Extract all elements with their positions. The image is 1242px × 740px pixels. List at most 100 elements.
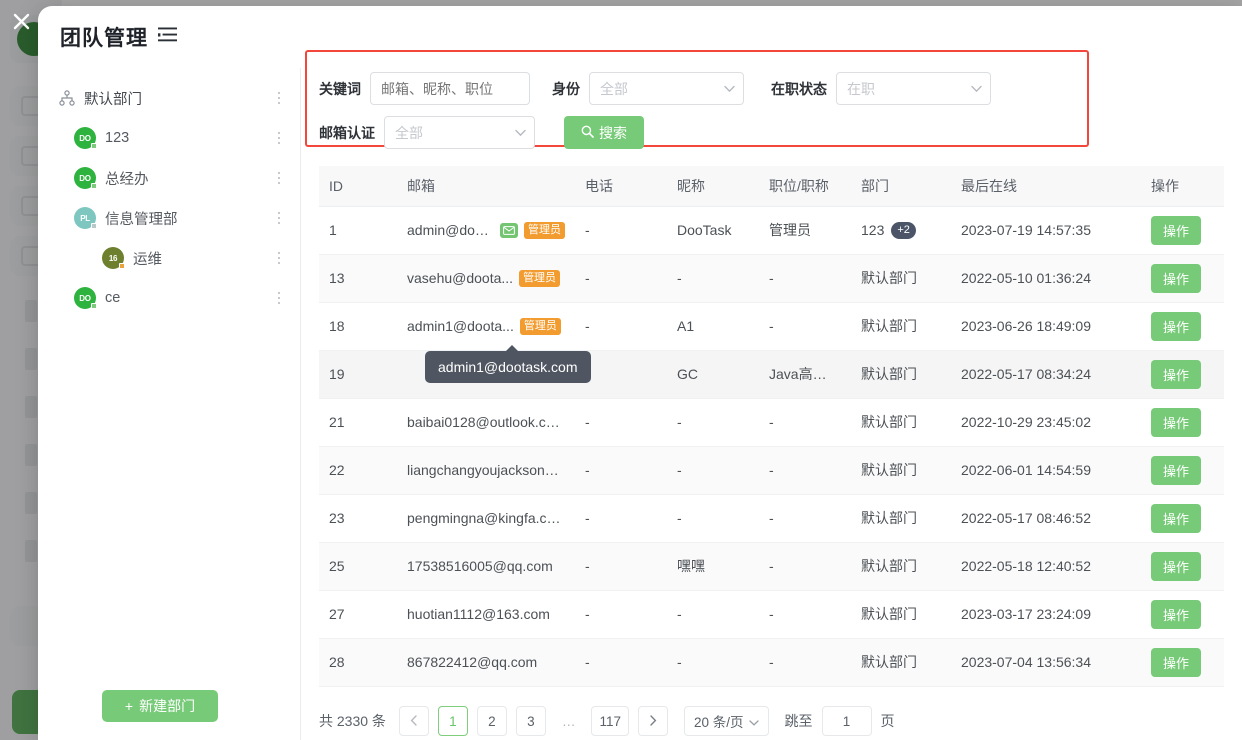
prev-page-button[interactable]: [398, 706, 429, 736]
close-icon[interactable]: [8, 8, 34, 34]
email-text: huotian1112@163.com: [407, 606, 550, 622]
row-action-button[interactable]: 操作: [1151, 599, 1202, 629]
cell-nickname: -: [667, 446, 759, 495]
row-action-button[interactable]: 操作: [1151, 407, 1202, 437]
cell-dept: 123 +2: [851, 206, 951, 255]
email-text: 867822412@qq.com: [407, 654, 538, 670]
row-action-button[interactable]: 操作: [1151, 647, 1202, 677]
table-row[interactable]: 18 admin1@doota... 管理员 - A1- 默认部门 2023-06-26 1…: [319, 302, 1224, 351]
employment-status-label: 在职状态: [771, 80, 827, 97]
kebab-menu-icon[interactable]: [272, 249, 286, 267]
cell-last-online: 2022-05-17 08:46:52: [951, 494, 1141, 543]
row-action-button[interactable]: 操作: [1151, 455, 1202, 485]
cell-phone: -: [575, 542, 667, 591]
kebab-menu-icon[interactable]: [272, 289, 286, 307]
row-action-button[interactable]: 操作: [1151, 215, 1202, 245]
mail-auth-select[interactable]: 全部: [384, 116, 535, 149]
table-row[interactable]: 1 admin@doo... 管理员 - DooTask 管理员 123 +2 2023-07-…: [319, 206, 1224, 255]
avatar: 16: [102, 247, 125, 269]
chevron-left-icon: [410, 714, 418, 729]
sidebar-item-label: ce: [105, 290, 121, 306]
cell-actions: 操作: [1141, 302, 1224, 351]
cell-actions: 操作: [1141, 350, 1224, 399]
employment-status-value: 在职: [847, 80, 875, 97]
row-action-button[interactable]: 操作: [1151, 263, 1202, 293]
status-dot: [91, 223, 97, 229]
email-tooltip: admin1@dootask.com: [425, 345, 591, 383]
sidebar-item-label: 信息管理部: [105, 211, 178, 228]
table-row[interactable]: 21 baibai0128@outlook.c… - - - 默认部门 2022-10-29…: [319, 398, 1224, 447]
cell-actions: 操作: [1141, 590, 1224, 639]
avatar-initials: DO: [79, 133, 91, 143]
table-row[interactable]: 13 vasehu@doota... 管理员 - - - 默认部门 2022-05-10 01…: [319, 254, 1224, 303]
cell-email: 867822412@qq.com: [397, 638, 575, 687]
sidebar-item-dept[interactable]: DO 总经办: [38, 158, 300, 198]
email-text: admin@doo...: [407, 222, 494, 238]
cell-job: -: [759, 446, 851, 495]
mail-auth-filter: 邮箱认证 全部: [319, 116, 535, 149]
table-row[interactable]: 22 liangchangyoujackson… - - - 默认部门 2022-06-01…: [319, 446, 1224, 495]
keyword-label: 关键词: [319, 80, 361, 97]
cell-email: 17538516005@qq.com: [397, 542, 575, 591]
page-button[interactable]: 117: [591, 706, 629, 736]
next-page-button[interactable]: [637, 706, 668, 736]
search-input[interactable]: [370, 72, 530, 105]
status-dot: [91, 303, 97, 309]
page-size-value: 20 条/页: [693, 715, 744, 730]
cell-phone: -: [575, 638, 667, 687]
cell-last-online: 2023-07-19 14:57:35: [951, 206, 1141, 255]
dept-name: 默认部门: [861, 414, 917, 430]
sidebar-item-default-dept[interactable]: 默认部门: [38, 78, 300, 118]
email-text: vasehu@doota...: [407, 270, 514, 286]
chevron-down-icon: [971, 85, 982, 92]
page-title: 团队管理: [60, 22, 177, 52]
chevron-down-icon: [515, 129, 526, 136]
cell-last-online: 2023-03-17 23:24:09: [951, 590, 1141, 639]
sidebar-item-dept[interactable]: DO 123: [38, 118, 300, 158]
search-icon: [581, 125, 594, 141]
cell-id: 23: [319, 494, 397, 543]
email-tooltip-text: admin1@dootask.com: [438, 359, 578, 375]
page-button[interactable]: 1: [437, 706, 468, 736]
sidebar-item-dept[interactable]: PL 信息管理部: [38, 198, 300, 238]
cell-job: -: [759, 254, 851, 303]
kebab-menu-icon[interactable]: [272, 129, 286, 147]
row-action-button[interactable]: 操作: [1151, 311, 1202, 341]
cell-dept: 默认部门: [851, 638, 951, 687]
table-row[interactable]: 28 867822412@qq.com - - - 默认部门 2023-07-04 13:5…: [319, 638, 1224, 687]
sidebar-item-dept[interactable]: 16 运维: [38, 238, 300, 278]
identity-label: 身份: [552, 80, 580, 97]
sidebar-item-dept[interactable]: DO ce: [38, 278, 300, 318]
kebab-menu-icon[interactable]: [272, 209, 286, 227]
row-action-button[interactable]: 操作: [1151, 551, 1202, 581]
page-button[interactable]: 2: [476, 706, 507, 736]
add-department-button[interactable]: + 新建部门: [102, 690, 218, 722]
search-button[interactable]: 搜索: [564, 116, 644, 149]
row-action-button[interactable]: 操作: [1151, 503, 1202, 533]
table-row[interactable]: 27 huotian1112@163.com - - - 默认部门 2023-03-17 2…: [319, 590, 1224, 639]
kebab-menu-icon[interactable]: [272, 89, 286, 107]
employment-status-select[interactable]: 在职: [836, 72, 991, 105]
table-row[interactable]: 23 pengmingna@kingfa.c… - - - 默认部门 2022-05-17 …: [319, 494, 1224, 543]
table-row[interactable]: 25 17538516005@qq.com - 嘿嘿 - 默认部门 2022-05-18 1…: [319, 542, 1224, 591]
chevron-down-icon: [724, 85, 735, 92]
cell-id: 25: [319, 542, 397, 591]
avatar: DO: [74, 127, 97, 149]
cell-job: -: [759, 494, 851, 543]
status-badge: 管理员: [524, 221, 565, 239]
dept-name: 默认部门: [861, 558, 917, 574]
identity-select[interactable]: 全部: [589, 72, 744, 105]
page-size-select[interactable]: 20 条/页: [683, 706, 769, 736]
status-badge: 管理员: [519, 269, 561, 287]
page-button[interactable]: 3: [515, 706, 546, 736]
total-count-label: 共 2330 条: [319, 713, 386, 729]
add-department-label: 新建部门: [139, 698, 196, 714]
cell-last-online: 2023-07-04 13:56:34: [951, 638, 1141, 687]
row-action-button[interactable]: 操作: [1151, 359, 1202, 389]
cell-job: -: [759, 638, 851, 687]
cell-last-online: 2023-06-26 18:49:09: [951, 302, 1141, 351]
kebab-menu-icon[interactable]: [272, 169, 286, 187]
jump-to-input[interactable]: [821, 706, 872, 736]
cell-nickname: A1: [667, 302, 759, 351]
indent-list-icon[interactable]: [158, 27, 177, 47]
